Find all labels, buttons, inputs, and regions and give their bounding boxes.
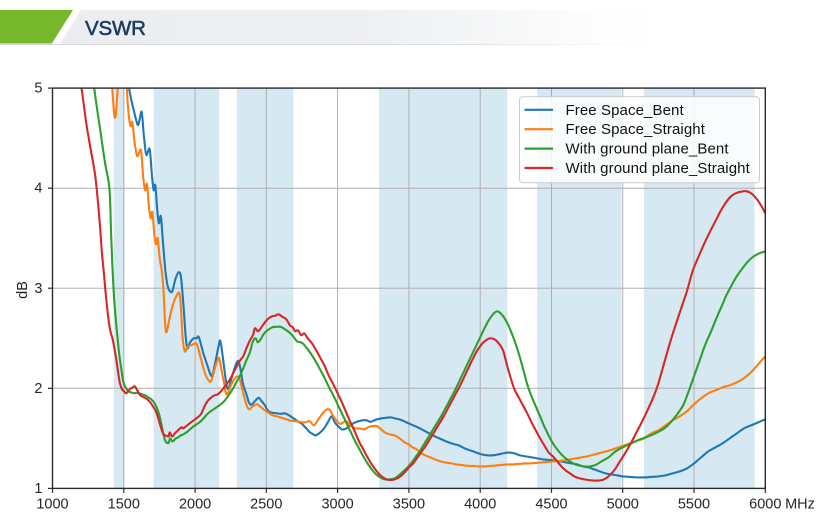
svg-text:With ground plane_Straight: With ground plane_Straight: [566, 160, 751, 177]
svg-text:5000: 5000: [607, 497, 639, 513]
svg-text:3500: 3500: [393, 497, 425, 513]
svg-text:1500: 1500: [108, 497, 140, 513]
svg-text:5500: 5500: [678, 497, 710, 513]
svg-text:Free Space_Straight: Free Space_Straight: [566, 121, 706, 138]
svg-text:With ground plane_Bent: With ground plane_Bent: [566, 141, 730, 158]
svg-text:4000: 4000: [464, 497, 496, 513]
svg-text:2: 2: [34, 381, 42, 397]
svg-text:6000: 6000: [749, 497, 781, 513]
svg-text:2500: 2500: [250, 497, 282, 513]
svg-text:4500: 4500: [535, 497, 567, 513]
svg-text:3: 3: [34, 281, 42, 297]
svg-text:4: 4: [34, 181, 42, 197]
svg-text:Free Space_Bent: Free Space_Bent: [566, 102, 685, 119]
svg-text:1: 1: [34, 481, 42, 497]
svg-text:3000: 3000: [321, 497, 353, 513]
svg-text:dB: dB: [15, 281, 31, 299]
svg-text:5: 5: [34, 81, 42, 97]
svg-text:MHz: MHz: [785, 497, 815, 513]
svg-text:1000: 1000: [36, 497, 68, 513]
svg-text:2000: 2000: [179, 497, 211, 513]
